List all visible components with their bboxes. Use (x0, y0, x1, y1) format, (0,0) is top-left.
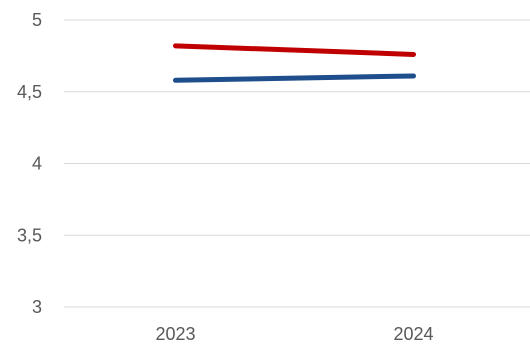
y-axis-tick-labels: 3 3,5 4 4,5 5 (17, 10, 42, 317)
series-lines (173, 43, 416, 83)
y-tick-label: 4 (32, 154, 42, 174)
series-line-1 (173, 43, 416, 57)
series-line-2 (173, 73, 416, 83)
y-tick-label: 3 (32, 297, 42, 317)
gridlines (64, 19, 530, 308)
x-tick-label: 2023 (155, 324, 195, 344)
y-tick-label: 5 (32, 10, 42, 30)
x-axis-tick-labels: 2023 2024 (155, 324, 433, 344)
x-tick-label: 2024 (393, 324, 433, 344)
y-tick-label: 3,5 (17, 225, 42, 245)
y-tick-label: 4,5 (17, 82, 42, 102)
